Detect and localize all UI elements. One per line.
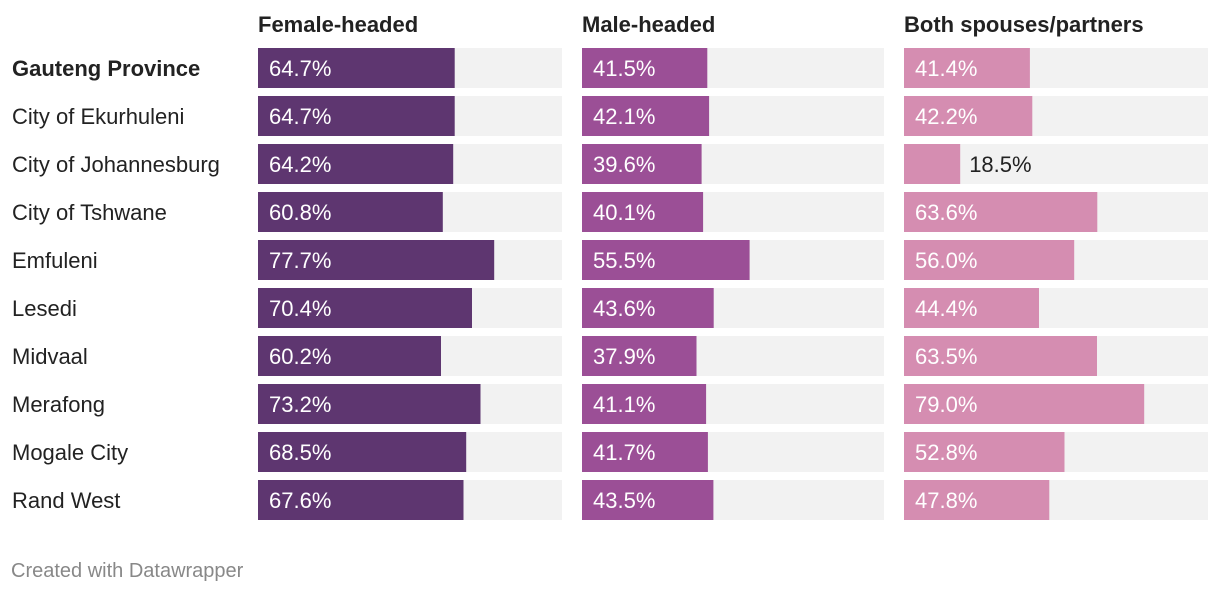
bar (582, 384, 707, 424)
bar (904, 288, 1039, 328)
row-label: Mogale City (12, 440, 128, 465)
data-label: 41.7% (593, 440, 655, 465)
bar (904, 192, 1098, 232)
row-label: City of Ekurhuleni (12, 104, 184, 129)
data-label: 56.0% (915, 248, 977, 273)
data-label: 40.1% (593, 200, 655, 225)
bar (904, 144, 961, 184)
data-label: 73.2% (269, 392, 331, 417)
bar (258, 384, 481, 424)
data-label: 60.2% (269, 344, 331, 369)
data-label: 64.2% (269, 152, 331, 177)
bar (258, 240, 495, 280)
bar (582, 144, 702, 184)
data-label: 47.8% (915, 488, 977, 513)
bar (582, 336, 697, 376)
bar (904, 432, 1065, 472)
bar (258, 96, 455, 136)
row-label: City of Johannesburg (12, 152, 220, 177)
data-label: 63.6% (915, 200, 977, 225)
data-label: 70.4% (269, 296, 331, 321)
bar (582, 192, 704, 232)
data-label: 41.4% (915, 56, 977, 81)
row-label: Gauteng Province (12, 56, 200, 81)
row-label: Rand West (12, 488, 120, 513)
data-label: 77.7% (269, 248, 331, 273)
data-label: 67.6% (269, 488, 331, 513)
data-label: 52.8% (915, 440, 977, 465)
data-label: 18.5% (969, 152, 1031, 177)
data-label: 64.7% (269, 56, 331, 81)
data-label: 43.6% (593, 296, 655, 321)
bar (582, 48, 708, 88)
bar (904, 480, 1050, 520)
data-label: 60.8% (269, 200, 331, 225)
column-title-3: Both spouses/partners (904, 12, 1144, 37)
bar (582, 240, 750, 280)
data-label: 42.1% (593, 104, 655, 129)
data-label: 39.6% (593, 152, 655, 177)
bar (258, 480, 464, 520)
bar (258, 192, 443, 232)
row-label: City of Tshwane (12, 200, 167, 225)
bar (904, 240, 1075, 280)
column-title-1: Female-headed (258, 12, 418, 37)
bar (904, 384, 1145, 424)
row-label: Merafong (12, 392, 105, 417)
bar (582, 96, 710, 136)
data-label: 64.7% (269, 104, 331, 129)
bar (258, 48, 455, 88)
data-label: 37.9% (593, 344, 655, 369)
bar (582, 480, 714, 520)
data-label: 41.5% (593, 56, 655, 81)
bar (582, 288, 714, 328)
bar (904, 48, 1030, 88)
data-label: 43.5% (593, 488, 655, 513)
bar (904, 336, 1097, 376)
row-label: Emfuleni (12, 248, 98, 273)
column-title-2: Male-headed (582, 12, 715, 37)
row-label: Midvaal (12, 344, 88, 369)
bar (258, 288, 472, 328)
data-label: 44.4% (915, 296, 977, 321)
data-label: 41.1% (593, 392, 655, 417)
data-label: 55.5% (593, 248, 655, 273)
bar (582, 432, 708, 472)
bar (904, 96, 1033, 136)
datawrapper-credit[interactable]: Created with Datawrapper (11, 560, 244, 582)
data-label: 79.0% (915, 392, 977, 417)
data-label: 63.5% (915, 344, 977, 369)
data-label: 42.2% (915, 104, 977, 129)
data-label: 68.5% (269, 440, 331, 465)
bar (258, 144, 454, 184)
bar (258, 432, 467, 472)
bar (258, 336, 441, 376)
row-label: Lesedi (12, 296, 77, 321)
